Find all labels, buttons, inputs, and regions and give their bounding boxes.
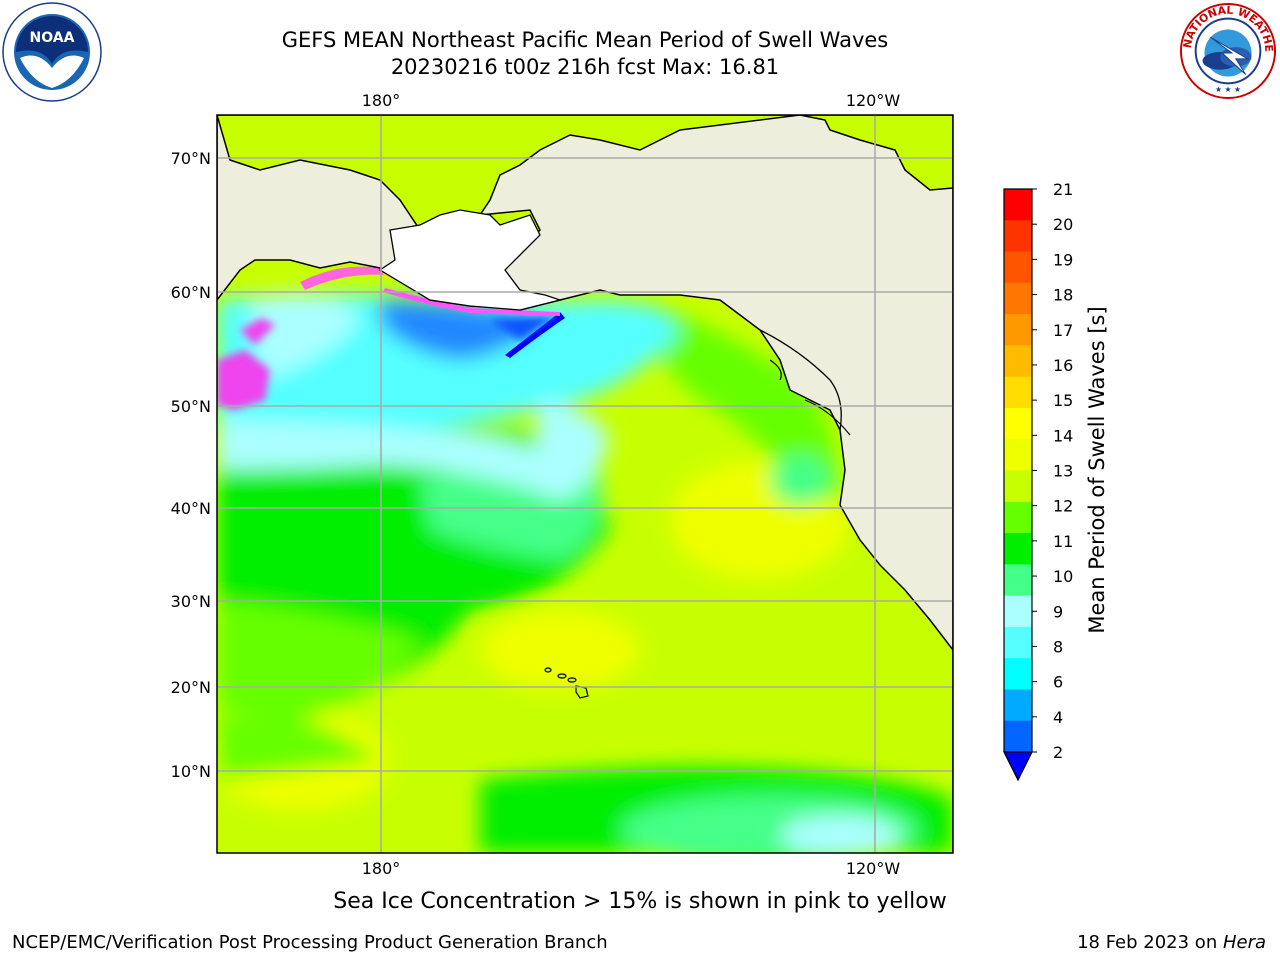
lat-label-20n: 20°N [171,678,211,697]
lat-label-30n: 30°N [171,592,211,611]
colorbar-tick-label: 13 [1053,462,1073,481]
colorbar-band [1004,720,1032,753]
footer-left: NCEP/EMC/Verification Post Processing Pr… [12,932,608,953]
footer-date: 18 Feb 2023 on [1077,932,1223,953]
chart-subtitle: 20230216 t00z 216h fcst Max: 16.81 [390,55,780,79]
colorbar-band [1004,220,1032,253]
colorbar-band [1004,282,1032,315]
colorbar-tick-label: 17 [1053,321,1073,340]
lon-label-bottom-180: 180° [362,859,401,878]
colorbar-band [1004,533,1032,565]
lat-label-70n: 70°N [171,149,211,168]
colorbar-band [1004,626,1032,659]
lon-label-top-120w: 120°W [846,91,901,110]
lat-label-10n: 10°N [171,762,211,781]
colorbar-tick-label: 9 [1053,602,1063,621]
sea-ice [217,318,275,410]
colorbar-tick-label: 15 [1053,391,1073,410]
colorbar-band [1004,345,1032,378]
colorbar-tick-label: 8 [1053,637,1063,656]
lat-label-60n: 60°N [171,283,211,302]
colorbar-band [1004,439,1032,471]
swell-field [217,293,953,853]
blue-swell-patch [505,312,565,358]
colorbar-tick-label: 6 [1053,673,1063,692]
chart-title: GEFS MEAN Northeast Pacific Mean Period … [281,28,889,52]
colorbar-tick-label: 21 [1053,180,1073,199]
colorbar-band [1004,564,1032,597]
colorbar-tick-label: 11 [1053,532,1073,551]
colorbar-band [1004,658,1032,690]
lon-label-bottom-120w: 120°W [846,859,901,878]
colorbar-extend-arrow [1003,751,1033,782]
colorbar-band [1004,501,1032,534]
ice-white-region [378,209,563,311]
nws-logo: NATIONAL WEATHER SERVICE ★ ★ ★ [1178,2,1277,100]
colorbar-tick-label: 2 [1053,743,1063,762]
sea-ice-edge [300,266,385,290]
colorbar-tick-label: 18 [1053,286,1073,305]
lat-label-40n: 40°N [171,499,211,518]
footer-right: 18 Feb 2023 on Hera [1077,932,1266,953]
colorbar-band [1004,595,1032,628]
colorbar: 21 20 19 18 17 16 15 14 13 12 11 10 9 8 6 4 2 [1003,180,1073,782]
colorbar-tick-label: 12 [1053,497,1073,516]
map-area [217,115,953,853]
colorbar-band [1004,376,1032,409]
colorbar-label: Mean Period of Swell Waves [s] [1085,306,1109,634]
colorbar-tick-label: 19 [1053,250,1073,269]
colorbar-band [1004,189,1032,221]
colorbar-tick-label: 4 [1053,708,1063,727]
colorbar-band [1004,407,1032,440]
hawaii-islands [544,667,589,699]
svg-text:★ ★ ★: ★ ★ ★ [1215,85,1241,94]
colorbar-tick-label: 20 [1053,215,1073,234]
lon-label-top-180: 180° [362,91,401,110]
colorbar-tick-label: 10 [1053,567,1073,586]
lat-label-50n: 50°N [171,397,211,416]
noaa-logo-text: NOAA [30,30,75,46]
footer-host: Hera [1222,932,1266,953]
colorbar-band [1004,689,1032,722]
colorbar-tick-label: 14 [1053,426,1073,445]
gridlines [217,115,953,853]
noaa-logo: NOAA [2,2,102,102]
colorbar-tick-label: 16 [1053,356,1073,375]
map-frame [216,114,954,854]
colorbar-band [1004,470,1032,503]
colorbar-band [1004,314,1032,346]
colorbar-band [1004,251,1032,284]
sea-ice-note: Sea Ice Concentration > 15% is shown in … [333,889,947,914]
